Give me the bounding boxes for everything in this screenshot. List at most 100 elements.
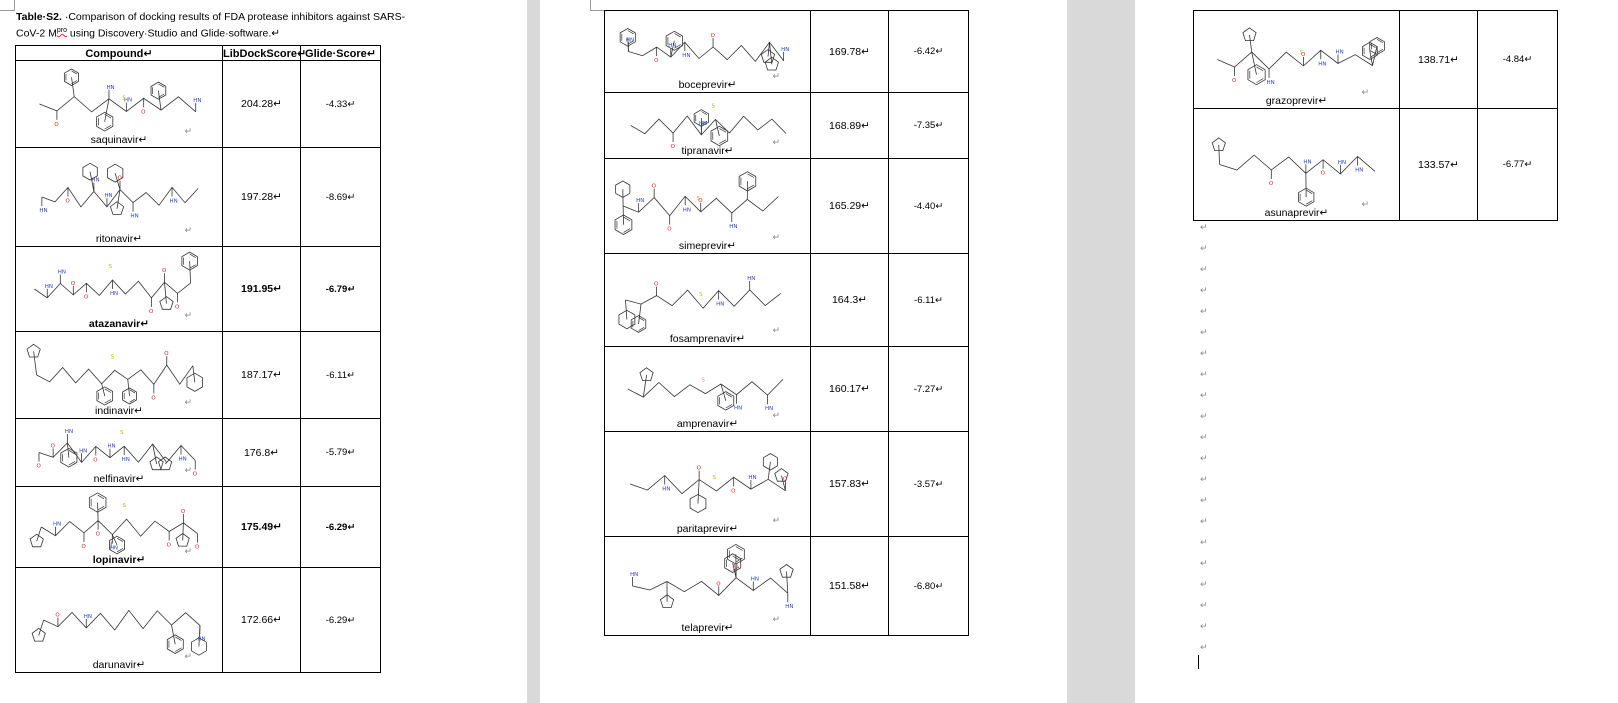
svg-text:O: O [731, 488, 735, 494]
svg-text:HN: HN [170, 198, 178, 204]
caption-label: Table·S2. [16, 11, 62, 23]
svg-text:HN: HN [630, 572, 638, 578]
libdock-score-cell: 157.83↵ [810, 431, 889, 537]
svg-text:O: O [84, 294, 88, 300]
compound-name: lopinavir↵ [92, 554, 146, 566]
libdock-score-cell: 187.17↵ [222, 331, 301, 419]
svg-text:HN: HN [104, 193, 112, 199]
glide-score-cell: -7.27↵ [888, 346, 969, 432]
table-row: O HN O HN HN asunaprevir↵ ↵ 133.57↵ -6.77↵ [1193, 108, 1558, 221]
chemical-structure-image: HN O O HN O S [630, 453, 789, 514]
paragraph-mark: ↵ [772, 137, 780, 147]
compound-name: paritaprevir↵ [676, 523, 739, 535]
glide-score-cell: -4.33↵ [300, 60, 381, 148]
chemical-structure-image: O HN HN [31, 609, 207, 656]
paragraph-mark: ↵ [1200, 264, 1208, 274]
glide-score-cell: -6.77↵ [1477, 108, 1558, 221]
svg-text:HN: HN [765, 406, 773, 412]
svg-text:O: O [654, 58, 658, 64]
compound-name: nelfinavir↵ [93, 473, 145, 485]
compound-cell: HN O HN HN O HN HN ritonavir↵ ↵ [15, 147, 223, 247]
svg-text:O: O [164, 351, 168, 357]
caption-text-line2-post: using Discovery·Studio and Glide·softwar… [66, 27, 281, 40]
paragraph-mark: ↵ [184, 310, 192, 320]
svg-text:O: O [711, 33, 715, 39]
libdock-score-cell: 176.8↵ [222, 418, 301, 487]
svg-text:O: O [193, 471, 197, 477]
paragraph-mark: ↵ [772, 71, 780, 81]
libdock-score-cell: 175.49↵ [222, 486, 301, 568]
chemical-structure-image: O HN O HN HN S [1217, 27, 1385, 86]
svg-text:HN: HN [107, 444, 115, 450]
svg-text:O: O [1321, 171, 1325, 177]
chemical-structure-image: HN O O HN O HN S [614, 171, 779, 235]
text-cursor [1198, 655, 1199, 669]
table-row: HN O O HN HN telaprevir↵ ↵ 151.58↵ -6.80↵ [604, 536, 969, 636]
libdock-score-cell: 165.29↵ [810, 158, 889, 254]
svg-text:HN: HN [1338, 160, 1346, 166]
paragraph-mark: ↵ [1200, 390, 1208, 400]
compound-cell: HN O O HN HN telaprevir↵ ↵ [604, 536, 811, 636]
svg-text:O: O [71, 281, 75, 287]
svg-text:HN: HN [45, 284, 53, 290]
svg-text:HN: HN [1318, 61, 1326, 67]
libdock-score-cell: 204.28↵ [222, 60, 301, 148]
svg-text:S: S [701, 378, 705, 384]
paragraph-mark: ↵ [1200, 453, 1208, 463]
svg-text:HN: HN [716, 302, 724, 308]
libdock-score-cell: 133.57↵ [1399, 108, 1478, 221]
docking-table-page1: Compound↵ LibDockScore↵ Glide·Score↵ O HN… [15, 45, 381, 673]
paragraph-mark: ↵ [184, 126, 192, 136]
table-row: HN O HN HN O HN boceprevir↵ ↵ 169.78↵ -6.42↵ [604, 10, 969, 93]
libdock-score-cell: 151.58↵ [810, 536, 889, 636]
svg-text:HN: HN [747, 276, 755, 282]
svg-text:HN: HN [53, 522, 61, 528]
glide-score-cell: -7.35↵ [888, 92, 969, 159]
paragraph-mark: ↵ [184, 465, 192, 475]
paragraph-mark: ↵ [184, 225, 192, 235]
paragraph-mark: ↵ [1361, 87, 1369, 97]
svg-text:HN: HN [193, 98, 201, 104]
svg-text:O: O [37, 463, 41, 469]
svg-text:S: S [697, 196, 701, 202]
paragraph-mark: ↵ [1200, 537, 1208, 547]
compound-name: boceprevir↵ [678, 79, 737, 91]
svg-text:HN: HN [131, 214, 139, 220]
document-page-1: Table·S2. ·Comparison of docking results… [0, 0, 527, 703]
paragraph-mark: ↵ [772, 325, 780, 335]
compound-cell: HN O HN HN O HN boceprevir↵ ↵ [604, 10, 811, 93]
chemical-structure-image: HN O HN HN O HN [619, 28, 789, 71]
svg-text:HN: HN [197, 636, 205, 642]
svg-text:O: O [167, 542, 171, 548]
svg-text:O: O [716, 581, 720, 587]
svg-text:HN: HN [1355, 167, 1363, 173]
libdock-score-cell: 160.17↵ [810, 346, 889, 432]
svg-text:HN: HN [1303, 159, 1311, 165]
chemical-structure-image: O HN HN S [618, 276, 781, 333]
svg-text:S: S [1299, 50, 1303, 56]
paragraph-mark: ↵ [1200, 474, 1208, 484]
svg-text:HN: HN [110, 291, 118, 297]
compound-name: darunavir↵ [92, 659, 146, 671]
svg-text:O: O [93, 457, 97, 463]
caption-superscript: pro [56, 27, 67, 34]
svg-text:O: O [667, 227, 671, 233]
svg-text:HN: HN [781, 47, 789, 53]
svg-text:O: O [671, 144, 675, 150]
compound-name: amprenavir↵ [676, 418, 739, 430]
paragraph-mark: ↵ [1200, 222, 1208, 232]
svg-text:O: O [734, 564, 738, 570]
chemical-structure-image: HN O HN HN O HN HN [39, 162, 199, 220]
svg-text:HN: HN [699, 121, 707, 127]
chemical-structure-image: O HN S [630, 103, 787, 150]
svg-text:HN: HN [1267, 80, 1275, 86]
paragraph-mark: ↵ [184, 397, 192, 407]
header-glide: Glide·Score↵ [300, 45, 381, 61]
